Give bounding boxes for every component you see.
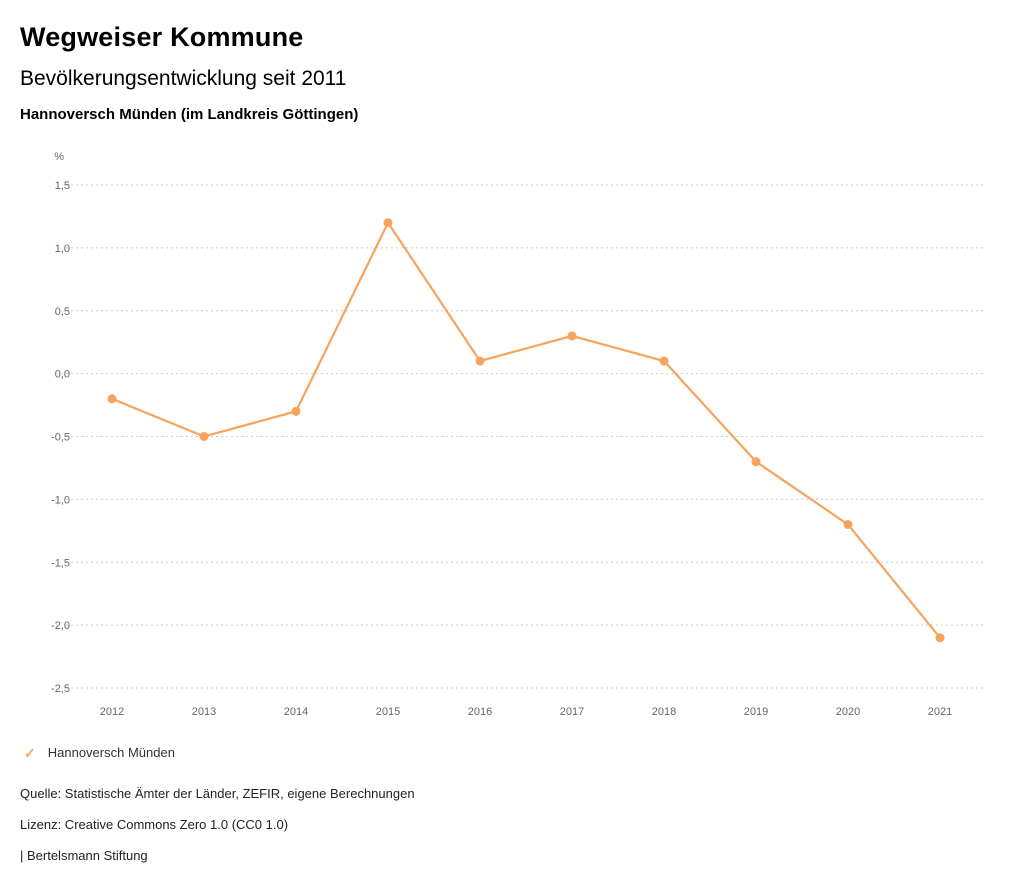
- data-point[interactable]: [751, 457, 761, 467]
- x-tick-label: 2012: [100, 706, 124, 718]
- data-point[interactable]: [383, 218, 393, 228]
- y-tick-label: 1,5: [55, 180, 70, 192]
- x-tick-label: 2015: [376, 706, 400, 718]
- legend-item-hannoversch-muenden[interactable]: ✓ Hannoversch Münden: [24, 745, 175, 760]
- data-point[interactable]: [843, 520, 853, 530]
- source-text: Quelle: Statistische Ämter der Länder, Z…: [20, 786, 415, 801]
- data-point[interactable]: [659, 356, 669, 366]
- data-point[interactable]: [107, 394, 117, 404]
- x-tick-label: 2021: [928, 706, 952, 718]
- y-tick-label: 0,5: [55, 306, 70, 318]
- x-tick-label: 2014: [284, 706, 308, 718]
- x-tick-label: 2018: [652, 706, 676, 718]
- attribution-text: | Bertelsmann Stiftung: [20, 848, 148, 863]
- license-text: Lizenz: Creative Commons Zero 1.0 (CC0 1…: [20, 817, 289, 832]
- y-tick-label: -2,5: [51, 683, 70, 695]
- y-tick-label: -1,5: [51, 557, 70, 569]
- page-title: Wegweiser Kommune: [20, 22, 304, 52]
- y-tick-label: -1,0: [51, 494, 70, 506]
- data-point[interactable]: [475, 356, 485, 366]
- y-tick-label: 0,0: [55, 369, 70, 381]
- data-point[interactable]: [567, 331, 577, 341]
- series-line: [110, 221, 942, 639]
- legend-label: Hannoversch Münden: [47, 745, 175, 760]
- data-point[interactable]: [291, 406, 301, 416]
- x-tick-label: 2016: [468, 706, 492, 718]
- chart-region-subtitle: Hannoversch Münden (im Landkreis Götting…: [20, 106, 359, 123]
- chart-title: Bevölkerungsentwicklung seit 2011: [20, 67, 347, 90]
- x-tick-label: 2013: [192, 706, 216, 718]
- x-tick-label: 2017: [560, 706, 584, 718]
- y-tick-label: -2,0: [51, 620, 70, 632]
- x-tick-label: 2020: [836, 706, 860, 718]
- y-tick-label: 1,0: [55, 243, 70, 255]
- y-tick-label: -0,5: [51, 432, 70, 444]
- y-axis-unit-label: %: [54, 151, 64, 163]
- data-point[interactable]: [935, 633, 945, 643]
- x-tick-label: 2019: [744, 706, 768, 718]
- line-chart-svg: % 1,5 1,0 0,5 0,0 -0,5 -1,0 -1,5 -2,0 -2,5 2012 201…: [51, 151, 986, 718]
- line-chart: % 1,5 1,0 0,5 0,0 -0,5 -1,0 -1,5 -2,0 -2,5 2012 201…: [0, 140, 1024, 730]
- data-point[interactable]: [199, 432, 209, 441]
- check-icon: ✓: [24, 744, 36, 761]
